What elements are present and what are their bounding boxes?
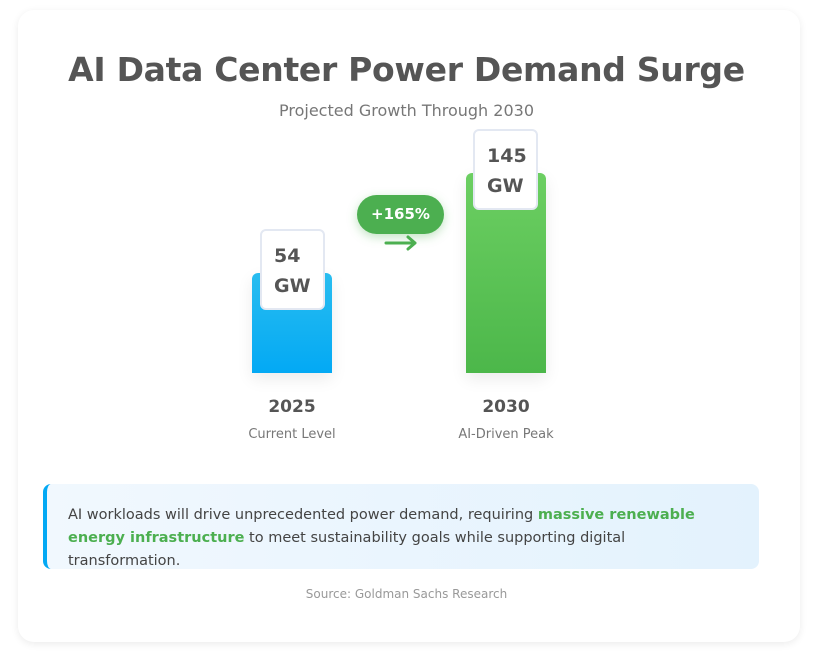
value-label-2030: 145 GW [473, 129, 538, 210]
category-sublabel: AI-Driven Peak [458, 427, 554, 442]
value-label-2025: 54 GW [260, 229, 325, 310]
insight-text-end: to meet sustainability goals while suppo… [68, 530, 626, 569]
arrow-right-icon [384, 235, 417, 251]
page-title: AI Data Center Power Demand Surge [68, 50, 745, 89]
insight-callout: AI workloads will drive unprecedented po… [43, 484, 759, 569]
value-number: 145 [487, 145, 527, 167]
insight-text: AI workloads will drive unprecedented po… [68, 507, 538, 523]
page-subtitle: Projected Growth Through 2030 [279, 101, 534, 120]
growth-badge: +165% [357, 195, 444, 234]
insight-highlight: massive renewable energy infrastructure [68, 507, 695, 546]
x-tick-label: 2030 [482, 397, 530, 417]
category-sublabel: Current Level [248, 427, 336, 442]
source-note: Source: Goldman Sachs Research [305, 587, 508, 601]
value-unit: GW [274, 275, 311, 297]
value-unit: GW [487, 175, 524, 197]
x-tick-label: 2025 [268, 397, 316, 417]
value-number: 54 [274, 245, 301, 267]
